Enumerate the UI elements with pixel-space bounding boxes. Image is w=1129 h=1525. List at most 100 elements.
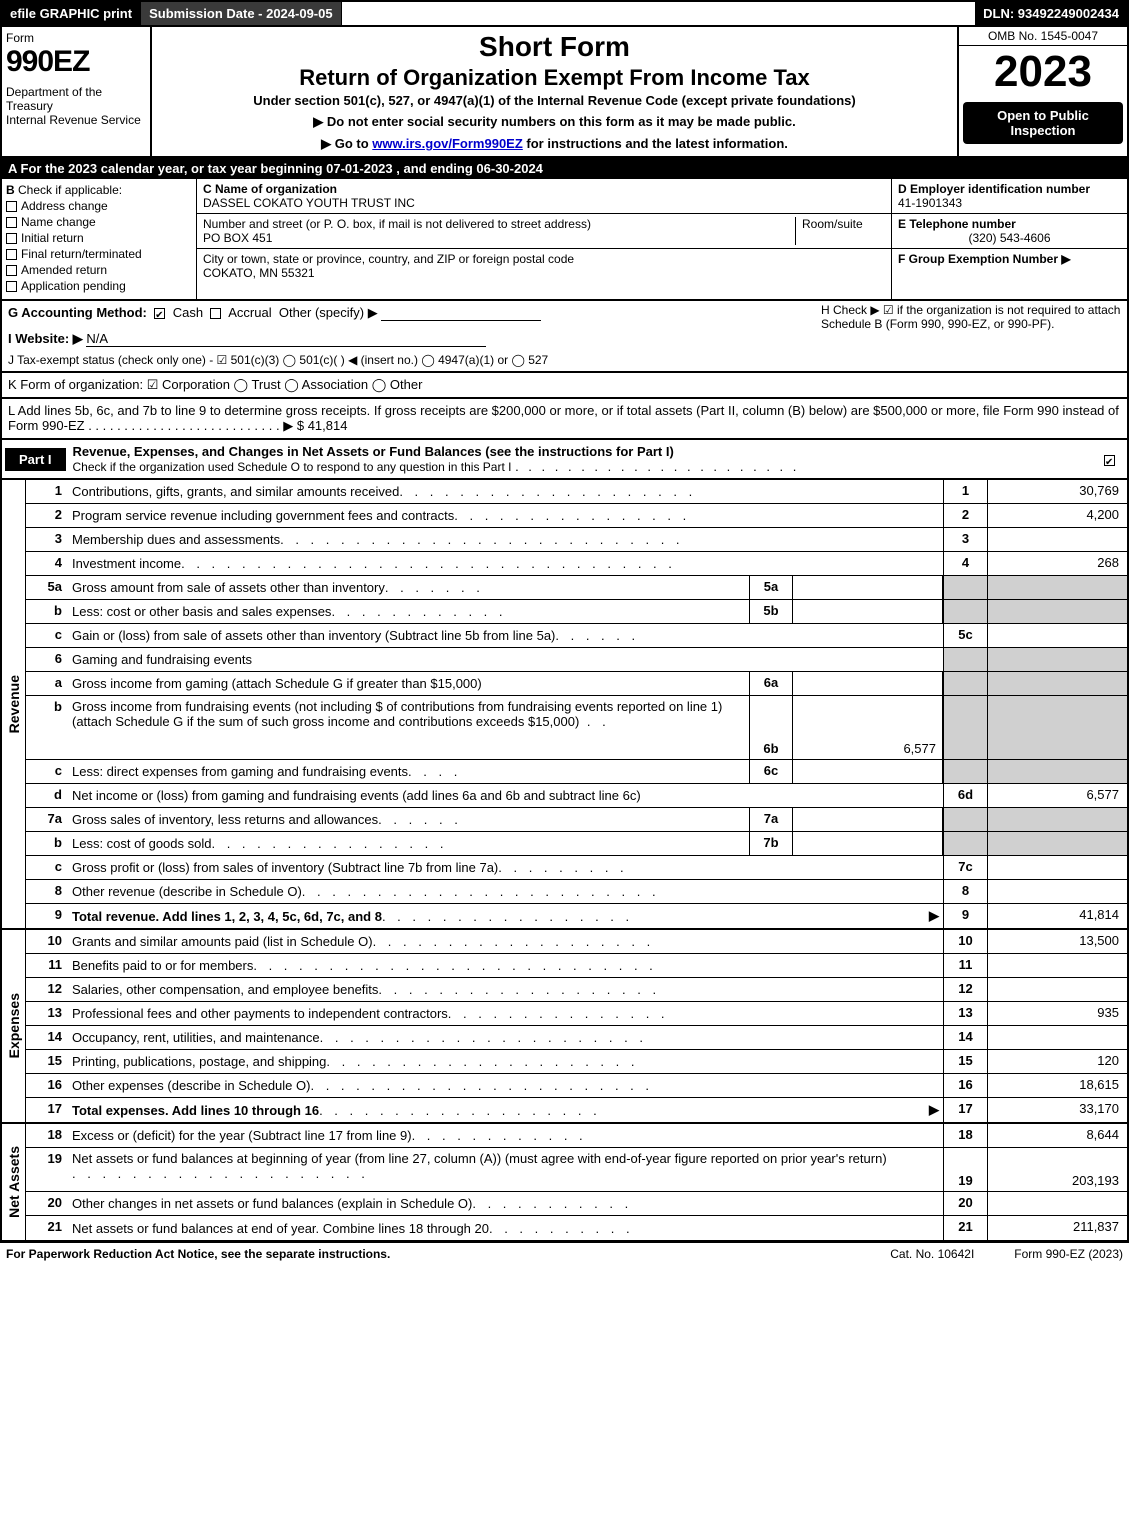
line-8: 8Other revenue (describe in Schedule O) … (26, 880, 1127, 904)
line-5b: bLess: cost or other basis and sales exp… (26, 600, 1127, 624)
section-bcd: B Check if applicable: Address change Na… (0, 179, 1129, 301)
instr-no-ssn: ▶ Do not enter social security numbers o… (160, 114, 949, 130)
part1-tab: Part I (5, 448, 66, 471)
line-1: 1Contributions, gifts, grants, and simil… (26, 480, 1127, 504)
chk-initial-return[interactable]: Initial return (6, 231, 192, 245)
line-16: 16Other expenses (describe in Schedule O… (26, 1074, 1127, 1098)
subtitle: Under section 501(c), 527, or 4947(a)(1)… (160, 93, 949, 108)
dln-label: DLN: 93492249002434 (975, 2, 1127, 25)
line-19-value: 203,193 (987, 1148, 1127, 1191)
line-16-value: 18,615 (987, 1074, 1127, 1097)
phone-label: E Telephone number (898, 217, 1016, 231)
revenue-vlabel: Revenue (2, 480, 26, 928)
c-label: C Name of organization (203, 182, 337, 196)
line-21: 21Net assets or fund balances at end of … (26, 1216, 1127, 1240)
instr-goto: ▶ Go to www.irs.gov/Form990EZ for instru… (160, 136, 949, 152)
box-c: C Name of organization DASSEL COKATO YOU… (197, 179, 892, 299)
line-20: 20Other changes in net assets or fund ba… (26, 1192, 1127, 1216)
line-4-value: 268 (987, 552, 1127, 575)
efile-label[interactable]: efile GRAPHIC print (2, 2, 141, 25)
chk-address-change[interactable]: Address change (6, 199, 192, 213)
group-exemption-label: F Group Exemption Number ▶ (898, 252, 1071, 266)
addr-label: Number and street (or P. O. box, if mail… (203, 217, 795, 231)
title-return: Return of Organization Exempt From Incom… (160, 65, 949, 91)
other-method-field[interactable] (381, 307, 541, 321)
form-header: Form 990EZ Department of the Treasury In… (0, 27, 1129, 158)
chk-final-return[interactable]: Final return/terminated (6, 247, 192, 261)
row-l: L Add lines 5b, 6c, and 7b to line 9 to … (0, 399, 1129, 440)
line-6: 6Gaming and fundraising events (26, 648, 1127, 672)
line-2-value: 4,200 (987, 504, 1127, 527)
line-2: 2Program service revenue including gover… (26, 504, 1127, 528)
top-bar: efile GRAPHIC print Submission Date - 20… (0, 0, 1129, 27)
line-6d: dNet income or (loss) from gaming and fu… (26, 784, 1127, 808)
box-b: B Check if applicable: Address change Na… (2, 179, 197, 299)
box-h: H Check ▶ ☑ if the organization is not r… (821, 303, 1121, 331)
expenses-section: Expenses 10Grants and similar amounts pa… (0, 930, 1129, 1124)
irs-link[interactable]: www.irs.gov/Form990EZ (372, 136, 523, 151)
revenue-section: Revenue 1Contributions, gifts, grants, a… (0, 480, 1129, 930)
line-3: 3Membership dues and assessments . . . .… (26, 528, 1127, 552)
header-left: Form 990EZ Department of the Treasury In… (2, 27, 152, 156)
part1-checkline: Check if the organization used Schedule … (73, 460, 512, 474)
line-17-value: 33,170 (987, 1098, 1127, 1122)
line-13: 13Professional fees and other payments t… (26, 1002, 1127, 1026)
line-5a: 5aGross amount from sale of assets other… (26, 576, 1127, 600)
line-19: 19Net assets or fund balances at beginni… (26, 1148, 1127, 1192)
line-13-value: 935 (987, 1002, 1127, 1025)
city-label: City or town, state or province, country… (203, 252, 885, 266)
chk-amended-return[interactable]: Amended return (6, 263, 192, 277)
row-ghij: G Accounting Method: Cash Accrual Other … (0, 301, 1129, 373)
chk-accrual[interactable] (210, 308, 221, 319)
line-6b: bGross income from fundraising events (n… (26, 696, 1127, 760)
line-3-value (987, 528, 1127, 551)
row-a-period: A For the 2023 calendar year, or tax yea… (0, 158, 1129, 179)
website-value: N/A (86, 331, 486, 347)
chk-name-change[interactable]: Name change (6, 215, 192, 229)
website-label: I Website: ▶ (8, 331, 83, 346)
part1-title: Revenue, Expenses, and Changes in Net As… (73, 444, 674, 459)
line-6b-value: 6,577 (793, 696, 943, 759)
footer-left: For Paperwork Reduction Act Notice, see … (6, 1247, 390, 1261)
line-12: 12Salaries, other compensation, and empl… (26, 978, 1127, 1002)
phone-value: (320) 543-4606 (898, 231, 1121, 245)
tax-year: 2023 (959, 46, 1127, 98)
chk-application-pending[interactable]: Application pending (6, 279, 192, 293)
line-10-value: 13,500 (987, 930, 1127, 953)
netassets-section: Net Assets 18Excess or (deficit) for the… (0, 1124, 1129, 1242)
line-1-value: 30,769 (987, 480, 1127, 503)
line-18-value: 8,644 (987, 1124, 1127, 1147)
line-14: 14Occupancy, rent, utilities, and mainte… (26, 1026, 1127, 1050)
line-21-value: 211,837 (987, 1216, 1127, 1240)
page-footer: For Paperwork Reduction Act Notice, see … (0, 1242, 1129, 1265)
box-def: D Employer identification number 41-1901… (892, 179, 1127, 299)
line-4: 4Investment income . . . . . . . . . . .… (26, 552, 1127, 576)
netassets-vlabel: Net Assets (2, 1124, 26, 1240)
part1-schedule-o-check[interactable] (1104, 452, 1127, 467)
org-name: DASSEL COKATO YOUTH TRUST INC (203, 196, 885, 210)
line-5c: cGain or (loss) from sale of assets othe… (26, 624, 1127, 648)
submission-date: Submission Date - 2024-09-05 (141, 2, 342, 25)
street-address: PO BOX 451 (203, 231, 795, 245)
open-to-public: Open to Public Inspection (963, 102, 1123, 144)
line-15: 15Printing, publications, postage, and s… (26, 1050, 1127, 1074)
gross-receipts-value: 41,814 (308, 418, 348, 433)
chk-cash[interactable] (154, 308, 165, 319)
line-6a: aGross income from gaming (attach Schedu… (26, 672, 1127, 696)
form-label: Form (6, 31, 146, 45)
ein-label: D Employer identification number (898, 182, 1090, 196)
footer-catno: Cat. No. 10642I (890, 1247, 974, 1261)
line-6d-value: 6,577 (987, 784, 1127, 807)
header-center: Short Form Return of Organization Exempt… (152, 27, 957, 156)
line-9-value: 41,814 (987, 904, 1127, 928)
header-right: OMB No. 1545-0047 2023 Open to Public In… (957, 27, 1127, 156)
omb-number: OMB No. 1545-0047 (959, 27, 1127, 46)
footer-formid: Form 990-EZ (2023) (1014, 1247, 1123, 1261)
line-11: 11Benefits paid to or for members . . . … (26, 954, 1127, 978)
room-suite-label: Room/suite (795, 217, 885, 245)
row-k: K Form of organization: ☑ Corporation ◯ … (0, 373, 1129, 399)
tax-exempt-status: J Tax-exempt status (check only one) - ☑… (8, 353, 1121, 367)
line-9: 9Total revenue. Add lines 1, 2, 3, 4, 5c… (26, 904, 1127, 928)
line-17: 17Total expenses. Add lines 10 through 1… (26, 1098, 1127, 1122)
line-6c: cLess: direct expenses from gaming and f… (26, 760, 1127, 784)
